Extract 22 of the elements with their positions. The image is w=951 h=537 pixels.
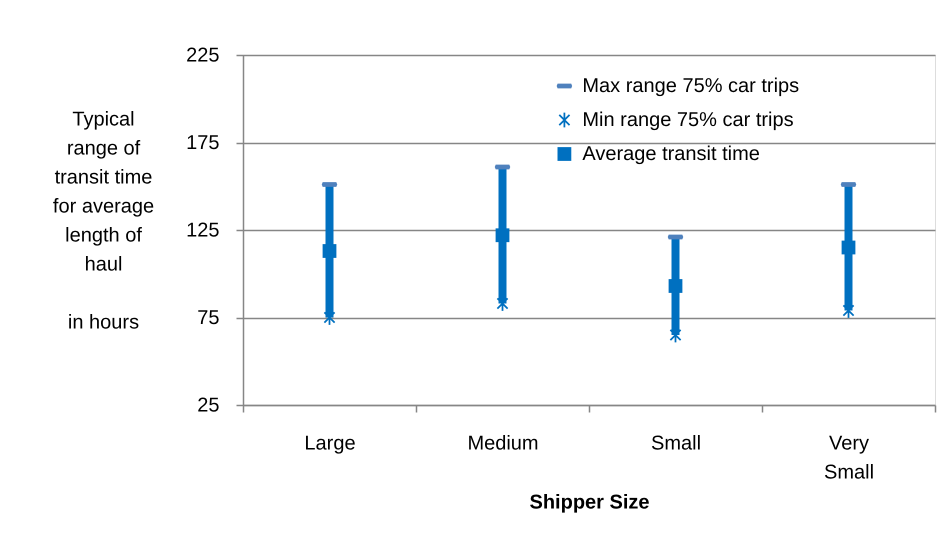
text: Typical range of transit time for average length of haul in hours	[52, 108, 154, 334]
legend-label: Max range 75% car trips	[582, 75, 800, 97]
legend-label: Min range 75% car trips	[582, 109, 794, 131]
y-tick-label: 225	[186, 44, 220, 66]
point	[842, 240, 856, 254]
x-tick-label: Medium	[467, 432, 539, 454]
y-tick-label: 25	[197, 394, 220, 416]
x-tick-label: Very Small	[824, 432, 874, 484]
legend-label: Average transit time	[582, 143, 760, 165]
point	[496, 296, 508, 311]
point	[324, 310, 336, 325]
y-tick-label: 75	[197, 307, 220, 329]
point	[496, 228, 510, 242]
point	[668, 279, 682, 293]
y-tick-label: 125	[186, 220, 220, 242]
x-tick-label: Large	[304, 432, 356, 454]
point	[670, 328, 682, 342]
point	[322, 244, 336, 258]
x-axis-title: Shipper Size	[529, 492, 650, 514]
point	[842, 303, 854, 318]
x-tick-label: Small	[650, 432, 702, 454]
y-tick-label: 175	[186, 132, 220, 154]
